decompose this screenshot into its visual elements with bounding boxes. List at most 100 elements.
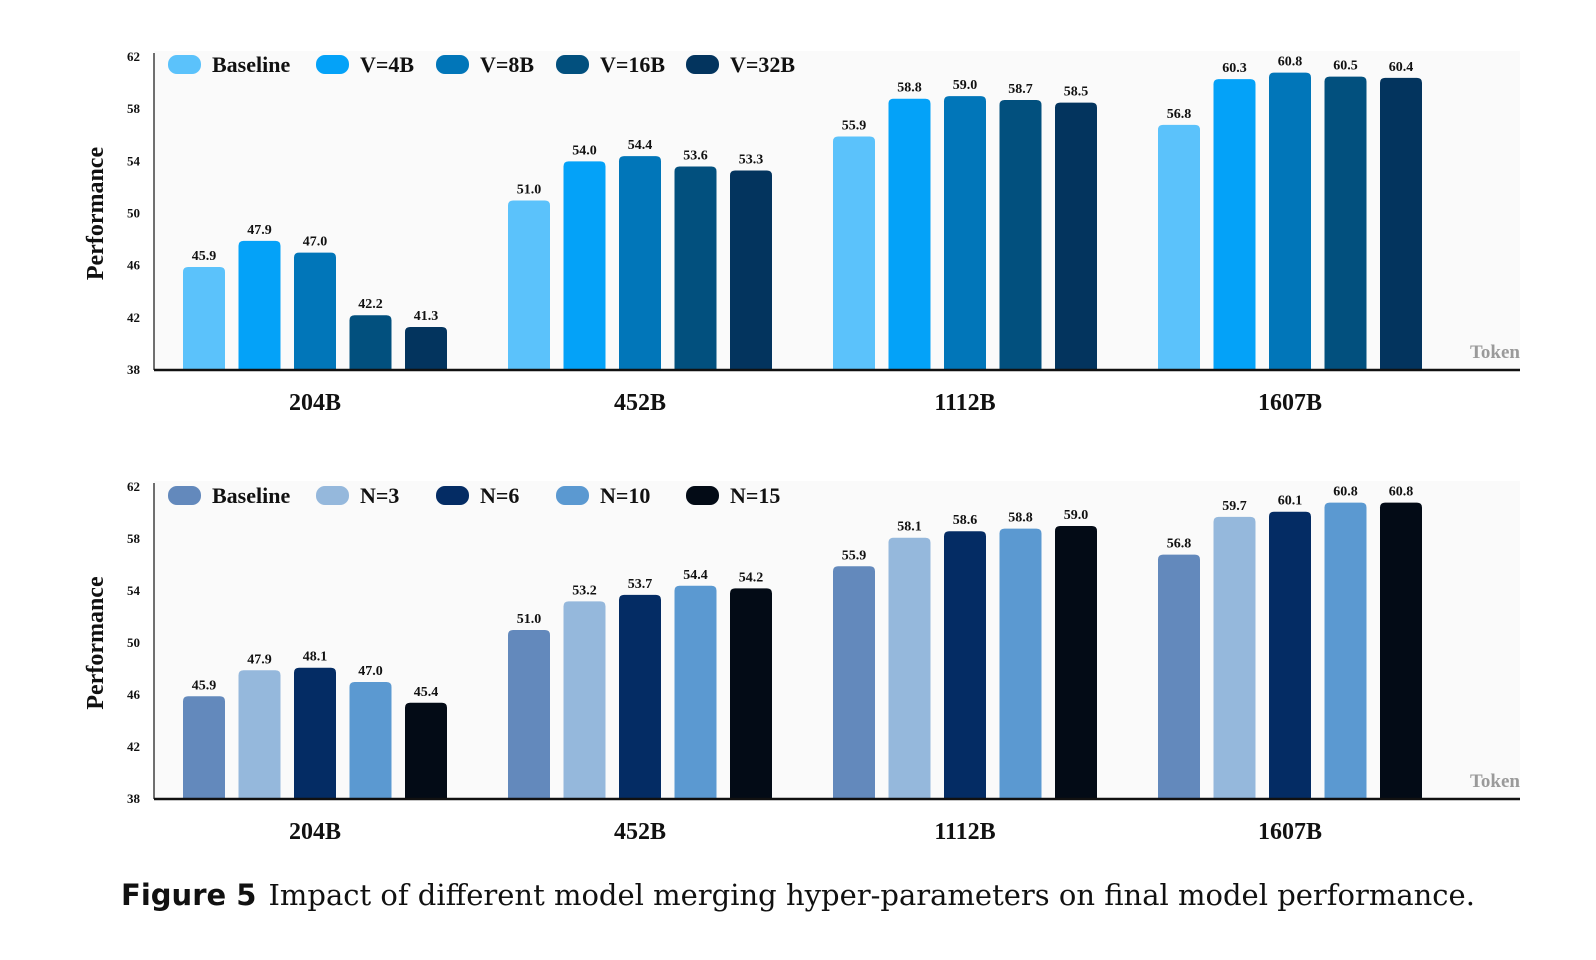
legend-label: Baseline <box>212 483 290 508</box>
bar-value-label: 55.9 <box>842 119 867 134</box>
legend-label: N=15 <box>730 483 780 508</box>
legend-swatch <box>686 55 719 74</box>
x-tick-label: 452B <box>614 390 666 416</box>
y-tick-label: 54 <box>127 153 141 168</box>
caption-text: Impact of different model merging hyper-… <box>268 878 1475 912</box>
bar-value-label: 51.0 <box>517 612 542 627</box>
bar-v-8b-1607b <box>1269 72 1311 371</box>
x-tick-label: 1607B <box>1258 390 1322 416</box>
bar-baseline-204b <box>183 266 225 370</box>
bar-value-label: 53.2 <box>572 583 597 598</box>
bar-n-15-1607b <box>1380 502 1422 799</box>
legend-label: N=3 <box>360 483 399 508</box>
bar-value-label: 45.9 <box>192 249 217 264</box>
legend-swatch <box>556 486 589 505</box>
bar-value-label: 47.9 <box>247 223 272 238</box>
bar-v-16b-452b <box>674 166 717 370</box>
bar-value-label: 48.1 <box>303 650 328 665</box>
legend-swatch <box>556 55 589 74</box>
caption-label: Figure 5 <box>121 878 257 912</box>
legend-label: V=8B <box>480 52 534 77</box>
bar-value-label: 55.9 <box>842 548 867 563</box>
bar-value-label: 56.8 <box>1167 107 1192 122</box>
bar-value-label: 56.8 <box>1167 537 1192 552</box>
bar-v-32b-452b <box>730 170 772 370</box>
bar-v-4b-204b <box>238 240 281 370</box>
legend-swatch <box>436 55 469 74</box>
legend-label: V=4B <box>360 52 414 77</box>
x-tick-label: 204B <box>289 390 341 416</box>
bar-value-label: 58.6 <box>953 513 978 528</box>
y-tick-label: 46 <box>127 687 141 702</box>
bar-value-label: 58.5 <box>1064 85 1089 100</box>
bar-v-8b-1112b <box>944 96 986 370</box>
bar-v-8b-452b <box>619 156 661 370</box>
bar-value-label: 54.4 <box>628 138 653 153</box>
bar-value-label: 60.1 <box>1278 494 1303 509</box>
bar-value-label: 54.4 <box>683 568 708 583</box>
bar-v-16b-1607b <box>1324 76 1367 370</box>
bar-v-32b-1607b <box>1380 77 1422 370</box>
legend-label: V=16B <box>600 52 665 77</box>
bar-n-6-1607b <box>1269 511 1311 799</box>
x-tick-label: 452B <box>614 819 666 845</box>
y-tick-label: 46 <box>127 258 141 273</box>
bar-value-label: 47.0 <box>303 235 328 250</box>
y-tick-label: 50 <box>127 206 140 221</box>
bar-v-32b-1112b <box>1055 102 1097 370</box>
bar-value-label: 58.1 <box>897 520 922 535</box>
legend-label: N=10 <box>600 483 650 508</box>
x-tick-label: 1607B <box>1258 819 1322 845</box>
bar-n-3-1112b <box>888 537 931 799</box>
bar-value-label: 42.2 <box>358 297 383 312</box>
bar-n-15-204b <box>405 702 447 799</box>
legend-label: V=32B <box>730 52 795 77</box>
bar-v-4b-452b <box>563 161 606 370</box>
bar-value-label: 54.0 <box>572 143 597 158</box>
bar-value-label: 58.8 <box>897 81 922 96</box>
x-tick-label: 204B <box>289 819 341 845</box>
bar-n-10-1112b <box>999 528 1042 799</box>
bar-value-label: 58.7 <box>1008 82 1033 97</box>
y-axis-label: Performance <box>83 147 109 281</box>
legend: Baseline V=4B V=8B V=16B V=32B <box>168 52 795 77</box>
bar-value-label: 60.4 <box>1389 60 1414 75</box>
y-tick-label: 58 <box>127 101 141 116</box>
legend-label: N=6 <box>480 483 519 508</box>
bar-value-label: 51.0 <box>517 182 542 197</box>
x-axis-label: Token <box>1470 771 1520 792</box>
bar-value-label: 41.3 <box>414 309 439 324</box>
bar-v-32b-204b <box>405 326 447 370</box>
legend-swatch <box>168 55 201 74</box>
chart-panel-1: 38 42 46 50 54 58 62 Performance 45.9 51.0 55.9 56.… <box>83 49 1520 416</box>
legend-swatch <box>168 486 201 505</box>
bar-n-6-1112b <box>944 531 986 799</box>
x-tick-label: 1112B <box>934 819 995 845</box>
bar-n-3-452b <box>563 601 606 799</box>
bar-value-label: 60.8 <box>1278 55 1303 70</box>
bar-value-label: 54.2 <box>739 570 764 585</box>
legend-swatch <box>436 486 469 505</box>
bar-n-15-452b <box>730 588 772 799</box>
x-tick-label: 1112B <box>934 390 995 416</box>
y-tick-label: 54 <box>127 583 141 598</box>
bar-value-label: 53.6 <box>683 149 708 164</box>
bar-baseline-1607b <box>1158 124 1200 370</box>
y-axis-label: Performance <box>83 576 109 710</box>
figure-caption: Figure 5 Impact of different model mergin… <box>0 878 1596 912</box>
x-axis-label: Token <box>1470 342 1520 363</box>
legend-swatch <box>686 486 719 505</box>
bar-baseline-204b <box>183 696 225 799</box>
bar-n-3-204b <box>238 670 281 799</box>
y-tick-label: 62 <box>127 479 140 494</box>
bar-n-15-1112b <box>1055 526 1097 799</box>
bar-baseline-1112b <box>833 136 875 370</box>
bar-v-4b-1112b <box>888 98 931 370</box>
bar-value-label: 60.3 <box>1222 61 1247 76</box>
y-tick-label: 42 <box>127 310 140 325</box>
bar-n-10-204b <box>349 682 392 799</box>
bar-value-label: 53.7 <box>628 577 653 592</box>
bar-value-label: 60.8 <box>1333 485 1358 500</box>
bar-value-label: 45.9 <box>192 678 217 693</box>
legend: Baseline N=3 N=6 N=10 N=15 <box>168 483 780 508</box>
